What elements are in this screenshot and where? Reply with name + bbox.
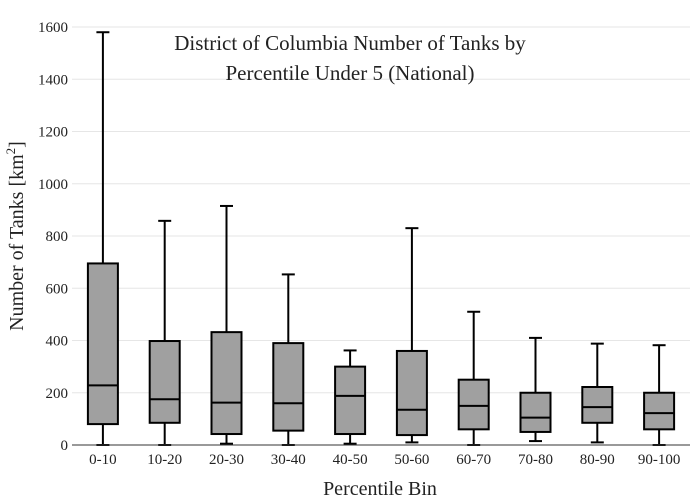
box-iqr: [395, 349, 428, 437]
box-90-100: [643, 344, 676, 446]
x-tick-label: 0-10: [89, 452, 117, 468]
x-tick-label: 10-20: [147, 452, 182, 468]
y-tick-label: 600: [46, 281, 69, 297]
y-tick-labels: 0 200 400 600 800 1000 1200 1400 1600: [38, 20, 68, 454]
y-tick-label: 1000: [38, 177, 68, 193]
box-80-90: [581, 342, 614, 444]
y-tick-label: 1200: [38, 125, 68, 141]
x-tick-label: 20-30: [209, 452, 244, 468]
y-tick-label: 400: [46, 334, 69, 350]
box-iqr: [210, 331, 243, 436]
chart-title-line-1: District of Columbia Number of Tanks by: [174, 31, 526, 55]
box-20-30: [210, 204, 243, 445]
box-iqr: [457, 378, 490, 431]
box-iqr: [86, 262, 119, 426]
box-iqr: [643, 391, 676, 431]
x-tick-label: 80-90: [580, 452, 615, 468]
x-tick-label: 40-50: [333, 452, 368, 468]
box-10-20: [148, 219, 181, 446]
x-tick-label: 60-70: [456, 452, 491, 468]
y-axis-label-superscript: 2: [3, 148, 18, 155]
box-60-70: [457, 310, 490, 446]
x-tick-label: 70-80: [518, 452, 553, 468]
box-iqr: [272, 342, 305, 432]
box-0-10: [86, 31, 119, 446]
y-axis-label-main: Number of Tanks [km: [6, 154, 28, 331]
box-iqr: [148, 340, 181, 424]
box-iqr: [519, 391, 552, 433]
y-tick-label: 200: [46, 386, 69, 402]
box-70-80: [519, 336, 552, 443]
box-40-50: [334, 349, 367, 445]
y-axis-label: Number of Tanks [km2]: [3, 141, 28, 331]
y-tick-label: 1400: [38, 72, 68, 88]
x-tick-label: 30-40: [271, 452, 306, 468]
x-tick-label: 50-60: [394, 452, 429, 468]
y-axis-label-end: ]: [6, 141, 28, 148]
box-30-40: [272, 273, 305, 446]
y-tick-label: 0: [61, 438, 69, 454]
box-iqr: [581, 386, 614, 424]
x-tick-label: 90-100: [638, 452, 681, 468]
box-50-60: [395, 227, 428, 444]
x-tick-labels: 0-10 10-20 20-30 30-40 40-50 50-60 60-70 70-80 8…: [89, 452, 680, 468]
chart-title-line-2: Percentile Under 5 (National): [226, 61, 475, 85]
box-iqr: [334, 365, 367, 436]
box-series: [86, 31, 676, 446]
x-axis-label: Percentile Bin: [323, 478, 437, 500]
y-tick-label: 800: [46, 229, 69, 245]
y-tick-label: 1600: [38, 20, 68, 36]
